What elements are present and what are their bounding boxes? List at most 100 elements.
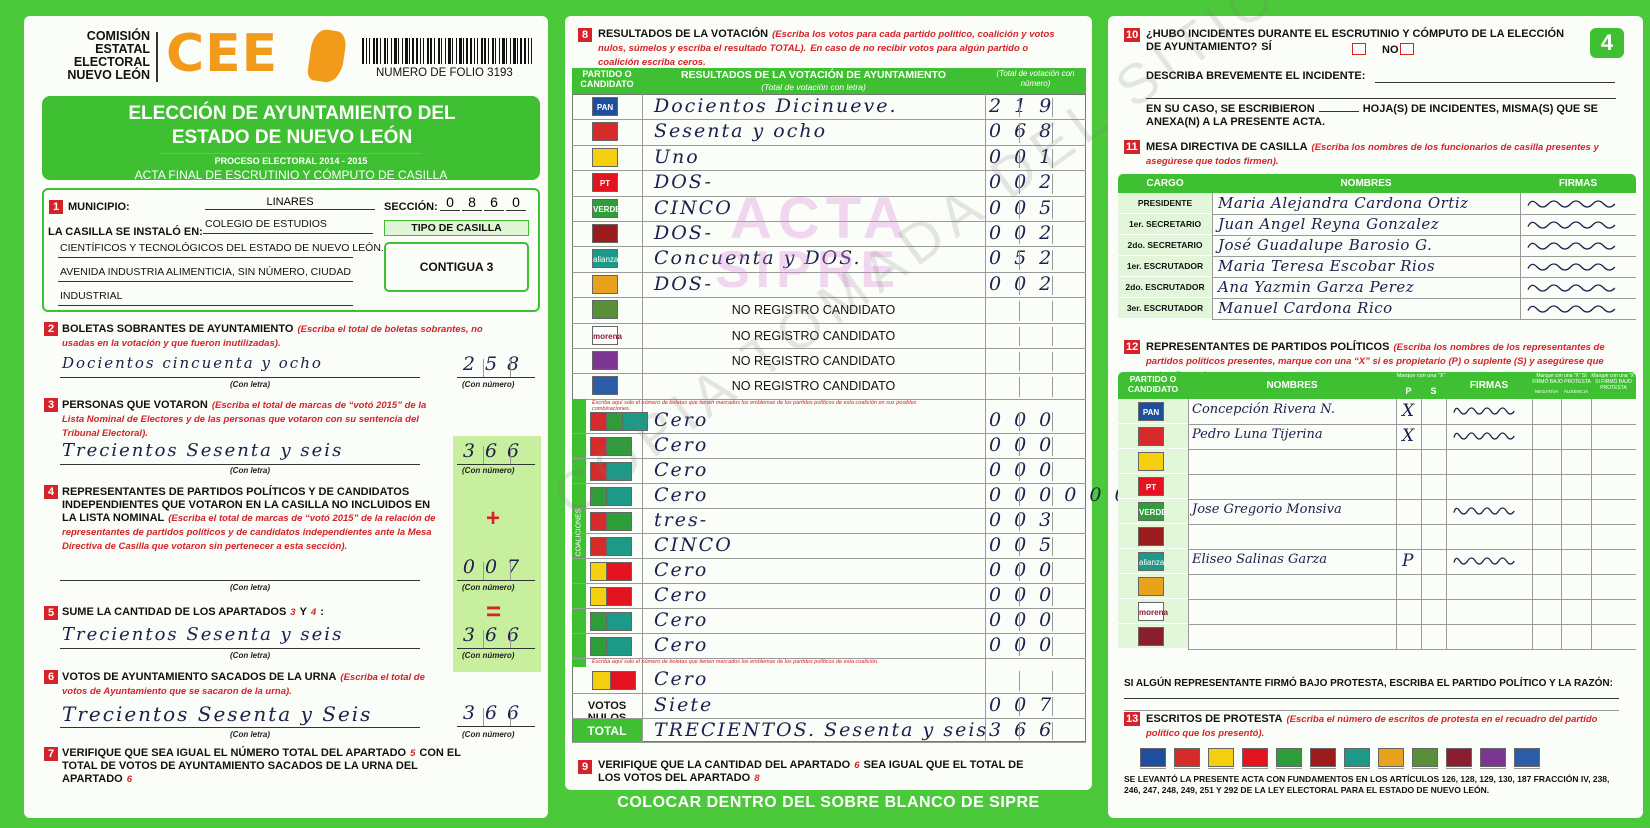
label: SI ALGÚN REPRESENTANTE FIRMÓ BAJO PROTES… [1124, 678, 1613, 689]
rule [572, 657, 1086, 659]
reference: 6 [854, 760, 860, 771]
section-title: REPRESENTANTES DE PARTIDOS POLÍTICOS Y D… [62, 486, 431, 524]
rule [1019, 561, 1020, 581]
handwriting: Cero [654, 458, 709, 481]
rule [1019, 250, 1020, 270]
protest-box [1276, 768, 1302, 769]
party-logo [592, 147, 618, 167]
handwriting: Docientos cincuenta y ocho [62, 354, 323, 372]
caption: (Con número) [462, 651, 515, 660]
total-cell [573, 718, 642, 742]
protest-box [1344, 768, 1370, 769]
rule [572, 398, 1086, 400]
rule [58, 305, 353, 306]
rule [572, 322, 1086, 324]
signature-stroke [1527, 263, 1616, 271]
table-header [1118, 174, 1636, 193]
barcode-bar [372, 38, 376, 64]
section-note: En caso de no recibir votos para algún p… [598, 43, 1029, 68]
caption: (Con letra) [230, 466, 270, 475]
rule [572, 532, 1086, 534]
party-logo [606, 611, 632, 631]
rule [1188, 474, 1636, 475]
row-label: TOTAL [587, 723, 627, 738]
party-logo [1140, 748, 1166, 767]
section-badge: 11 [1124, 140, 1140, 154]
column-header: AUSENCIA [1563, 390, 1589, 395]
rule [1052, 352, 1053, 372]
right-panel [1108, 16, 1643, 818]
barcode-bar [491, 38, 494, 64]
cargo: 2do. ESCRUTADOR [1125, 282, 1205, 292]
rule [510, 708, 511, 726]
rule [1052, 174, 1053, 194]
municipio: LINARES [266, 196, 314, 208]
party-logo [606, 486, 632, 506]
handwriting: Jose Gregorio Monsiva [1192, 502, 1342, 517]
party-logo [1378, 748, 1404, 767]
party-logo [1138, 627, 1164, 646]
rule [572, 170, 1086, 172]
rule [1188, 449, 1636, 450]
signature [1527, 305, 1616, 313]
number-handwritten: 000 [989, 433, 1065, 456]
barcode-bar [473, 38, 475, 64]
barcode-bar [408, 38, 410, 64]
watermark: SIPRE [715, 241, 902, 299]
section-heading: ESCRITOS DE PROTESTA (Escriba el número d… [1146, 712, 1616, 740]
section-badge: 8 [578, 28, 592, 42]
barcode-bar [516, 38, 518, 64]
casilla-line: INDUSTRIAL [60, 290, 123, 302]
heading-text: CON EL TOTAL DE VOTOS DE AYUNTAMIENTO SA… [62, 747, 461, 785]
printed-text: NO REGISTRO CANDIDATO [731, 328, 896, 343]
tipo-casilla: CONTIGUA 3 [419, 260, 494, 274]
label: TIPO DE CASILLA [384, 220, 529, 236]
rule [1052, 611, 1053, 631]
column-header: Marque con una “X” SI FIRMÓ BAJO PROTEST… [1591, 373, 1636, 391]
page-number: 4 [1590, 28, 1624, 58]
column-header: NOMBRES [1266, 380, 1318, 391]
handwriting: Pedro Luna Tijerina [1192, 427, 1323, 442]
heading-text: VERIFIQUE QUE LA CANTIDAD DEL APARTADO [598, 759, 851, 771]
cargo-cell [1118, 235, 1212, 256]
process: PROCESO ELECTORAL 2014 - 2015 [214, 156, 368, 166]
cargo-cell [1118, 298, 1212, 319]
rule [1188, 499, 1636, 500]
party-logo [1242, 748, 1268, 767]
rule [572, 507, 1086, 509]
rule [60, 464, 420, 465]
number-handwritten: 366 [462, 624, 530, 646]
rule [572, 119, 1086, 121]
seccion-digit: 6 [484, 194, 504, 211]
number-handwritten: 366 [462, 702, 530, 724]
number-handwritten: 000 [989, 458, 1065, 481]
barcode-bar [398, 38, 400, 64]
rule [1019, 199, 1020, 219]
party-logo [592, 376, 618, 396]
protest-box [1412, 768, 1438, 769]
section-badge: 6 [44, 670, 58, 684]
number-handwritten: 000 [989, 633, 1065, 656]
handwriting: Cero [654, 608, 709, 631]
barcode-bar [444, 38, 446, 64]
rule [1212, 214, 1636, 215]
barcode-bar [434, 38, 436, 64]
rule [1052, 536, 1053, 556]
handwriting: DOS- [654, 171, 713, 194]
caption: (Con número) [462, 583, 515, 592]
column-header: Marque con una “X” [1396, 373, 1446, 379]
label: DESCRIBA BREVEMENTE EL INCIDENTE: [1146, 70, 1366, 82]
rule [572, 271, 1086, 273]
number-handwritten: 000 [989, 608, 1065, 631]
barcode-bar [520, 38, 522, 64]
rule [1019, 586, 1020, 606]
party-logo: PAN [1138, 402, 1164, 421]
rule [483, 359, 484, 377]
party-logo [1310, 748, 1336, 767]
signature-stroke [1527, 284, 1616, 292]
section-heading: MESA DIRECTIVA DE CASILLA (Escriba los no… [1146, 140, 1616, 168]
section-note: (Escriba el número de escritos de protes… [1146, 714, 1598, 739]
column-header: Marque con una “X” SI FIRMÓ BAJO PROTEST… [1532, 373, 1591, 385]
party-logo: alianza [1138, 552, 1164, 571]
table-header [1118, 372, 1636, 399]
